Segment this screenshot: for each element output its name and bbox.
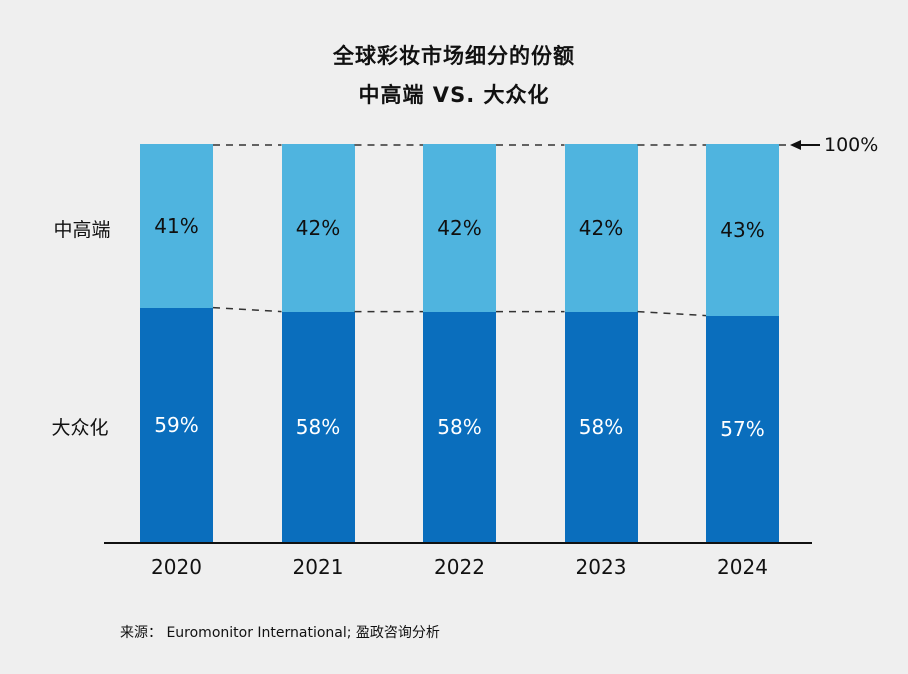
bar-segment-mass-2021: 58% bbox=[281, 311, 355, 543]
bar-segment-premium-2020: 41% bbox=[140, 144, 213, 308]
bar-segment-mass-2022: 58% bbox=[423, 311, 496, 543]
chart-title: 全球彩妆市场细分的份额 中高端 VS. 大众化 bbox=[0, 40, 908, 109]
bar-value-label: 57% bbox=[720, 417, 765, 442]
chart-title-line1: 全球彩妆市场细分的份额 bbox=[333, 44, 575, 68]
bar-segment-premium-2022: 42% bbox=[423, 144, 496, 312]
bar-value-label: 58% bbox=[295, 415, 341, 440]
bar-value-label: 59% bbox=[154, 413, 199, 438]
x-axis-line bbox=[104, 542, 812, 544]
bar-segment-premium-2021: 42% bbox=[281, 144, 355, 312]
bar-segment-mass-2024: 57% bbox=[706, 315, 779, 543]
x-axis-label-2020: 2020 bbox=[151, 555, 202, 579]
bar-value-label: 43% bbox=[720, 217, 765, 242]
bar-segment-premium-2023: 42% bbox=[564, 144, 638, 312]
bar-value-label: 42% bbox=[578, 215, 624, 240]
x-axis-label-2021: 2021 bbox=[292, 555, 344, 579]
bar-segment-mass-2023: 58% bbox=[564, 311, 638, 543]
bar-segment-mass-2020: 59% bbox=[140, 307, 213, 543]
x-axis-label-2024: 2024 bbox=[717, 555, 768, 579]
series-label-mass: 大众化 bbox=[51, 417, 109, 439]
chart-title-line2: 中高端 VS. 大众化 bbox=[358, 83, 550, 107]
arrow-head-icon bbox=[790, 140, 801, 150]
bar-value-label: 58% bbox=[578, 415, 624, 440]
x-axis-label-2022: 2022 bbox=[434, 555, 485, 579]
bar-value-label: 58% bbox=[437, 415, 482, 440]
bar-value-label: 41% bbox=[154, 213, 199, 238]
bar-segment-premium-2024: 43% bbox=[706, 144, 779, 316]
series-label-premium: 中高端 bbox=[53, 219, 111, 241]
x-axis-label-2023: 2023 bbox=[575, 555, 627, 579]
bar-value-label: 42% bbox=[295, 215, 341, 240]
hundred-percent-label: 100% bbox=[824, 134, 879, 156]
source-note: 来源： Euromonitor International; 盈政咨询分析 bbox=[120, 625, 440, 641]
bar-value-label: 42% bbox=[437, 215, 482, 240]
